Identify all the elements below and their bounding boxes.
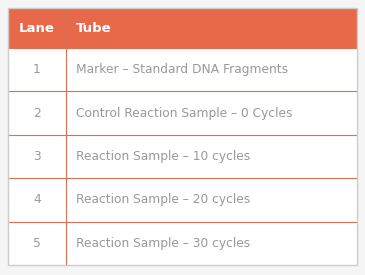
Text: Reaction Sample – 20 cycles: Reaction Sample – 20 cycles	[76, 193, 250, 207]
Text: Control Reaction Sample – 0 Cycles: Control Reaction Sample – 0 Cycles	[76, 107, 292, 120]
Text: 5: 5	[33, 237, 41, 250]
Bar	[8, 135, 357, 178]
Bar	[8, 48, 357, 91]
Bar	[8, 91, 357, 135]
Text: 1: 1	[33, 63, 41, 76]
Text: Reaction Sample – 10 cycles: Reaction Sample – 10 cycles	[76, 150, 250, 163]
Text: Lane: Lane	[19, 21, 55, 34]
Text: Reaction Sample – 30 cycles: Reaction Sample – 30 cycles	[76, 237, 250, 250]
Bar	[8, 222, 357, 265]
Text: Tube: Tube	[76, 21, 111, 34]
Bar	[8, 178, 357, 222]
Text: Marker – Standard DNA Fragments: Marker – Standard DNA Fragments	[76, 63, 288, 76]
Text: 4: 4	[33, 193, 41, 207]
Text: 3: 3	[33, 150, 41, 163]
Bar	[8, 8, 357, 48]
Text: 2: 2	[33, 107, 41, 120]
